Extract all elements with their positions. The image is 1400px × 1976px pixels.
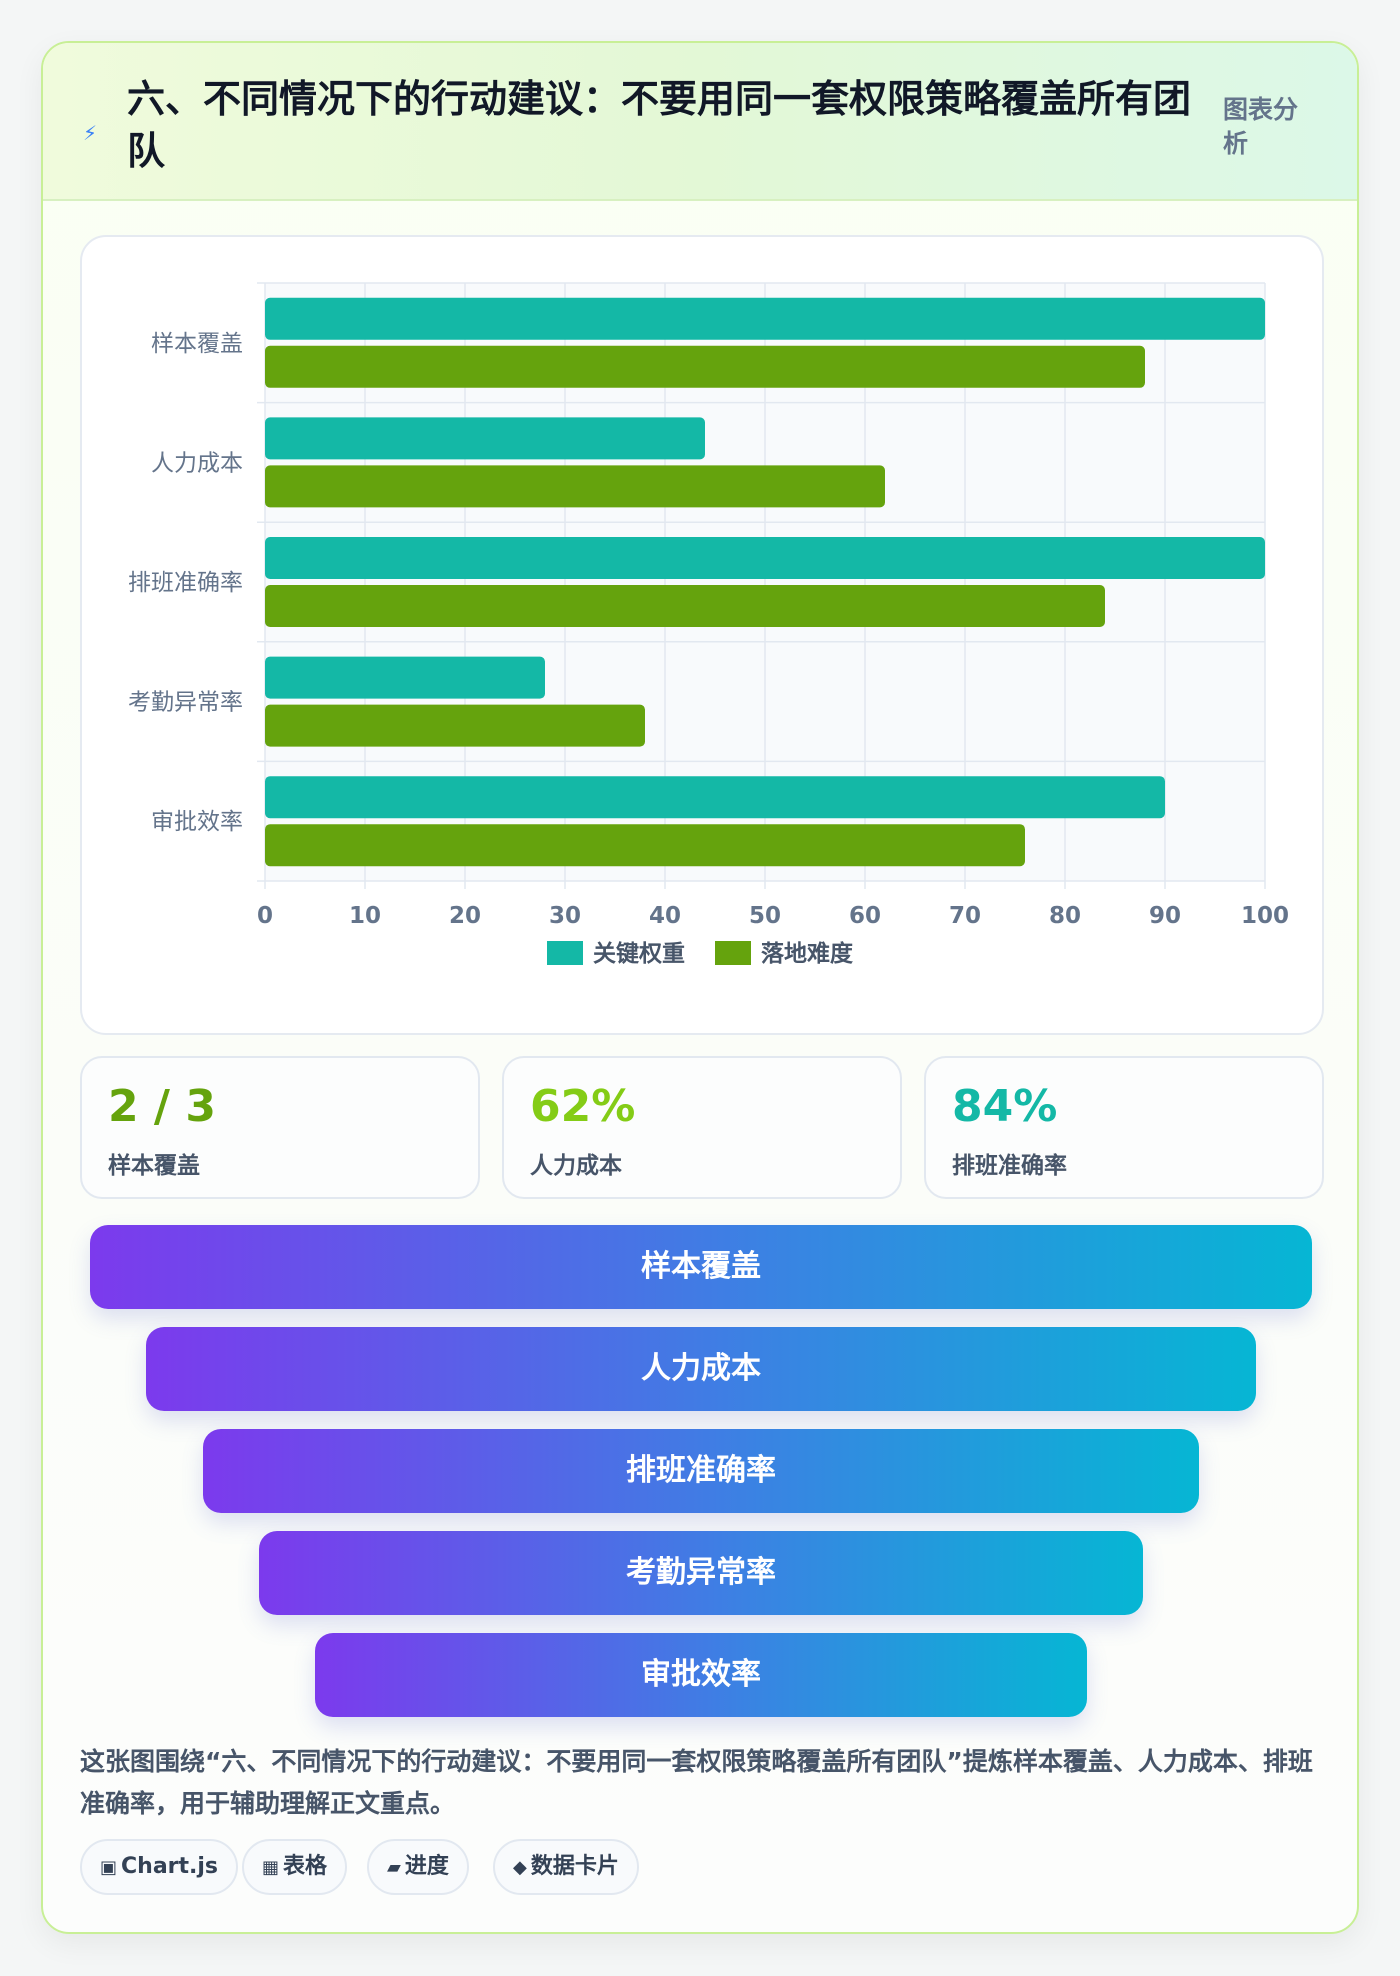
funnel-step-1: 样本覆盖 bbox=[90, 1225, 1312, 1309]
bar-difficulty bbox=[265, 345, 1145, 388]
chart-icon: ▣ bbox=[100, 1857, 118, 1878]
y-tick-label: 排班准确率 bbox=[128, 570, 243, 596]
x-tick-label: 60 bbox=[849, 903, 881, 929]
x-tick-label: 20 bbox=[449, 903, 481, 929]
pill-chartjs[interactable]: ▣ Chart.js bbox=[80, 1839, 239, 1895]
pill-label: 进度 bbox=[404, 1854, 449, 1879]
stat-card-coverage: 2 / 3 样本覆盖 bbox=[80, 1056, 480, 1199]
chart-description: 这张图围绕“六、不同情况下的行动建议：不要用同一套权限策略覆盖所有团队”提炼样本… bbox=[80, 1747, 1313, 1818]
bar-weight bbox=[265, 776, 1165, 819]
card-header: ⚡ 六、不同情况下的行动建议：不要用同一套权限策略覆盖所有团队 图表分析 bbox=[43, 43, 1357, 201]
x-tick-label: 70 bbox=[949, 903, 981, 929]
funnel-step-5: 审批效率 bbox=[315, 1633, 1087, 1717]
bar-weight bbox=[265, 417, 705, 460]
bolt-icon: ⚡ bbox=[83, 121, 98, 145]
stat-card-labor-cost: 62% 人力成本 bbox=[502, 1056, 902, 1199]
y-tick-label: 人力成本 bbox=[151, 450, 243, 476]
x-tick-label: 50 bbox=[749, 903, 781, 929]
table-icon: ▦ bbox=[262, 1857, 280, 1878]
x-tick-label: 100 bbox=[1241, 903, 1289, 929]
chart-analysis-tag: 图表分析 bbox=[1223, 95, 1299, 158]
bar-weight bbox=[265, 656, 545, 699]
chart-panel: 样本覆盖人力成本排班准确率考勤异常率审批效率 0 10 20 30 40 50 60 70 80 9… bbox=[80, 235, 1324, 1035]
bar-difficulty bbox=[265, 465, 885, 508]
bar-weight bbox=[265, 537, 1265, 579]
pill-table[interactable]: ▦ 表格 bbox=[242, 1839, 348, 1895]
bar-difficulty bbox=[265, 585, 1105, 627]
stat-card-schedule-accuracy: 84% 排班准确率 bbox=[924, 1056, 1324, 1199]
y-tick-label: 审批效率 bbox=[151, 809, 243, 835]
pill-label: 表格 bbox=[283, 1854, 328, 1879]
x-tick-label: 0 bbox=[257, 903, 273, 929]
stat-value: 2 / 3 bbox=[108, 1081, 216, 1132]
y-tick-label: 考勤异常率 bbox=[128, 690, 243, 716]
bar-difficulty bbox=[265, 704, 645, 747]
progress-icon: ▰ bbox=[387, 1857, 401, 1878]
x-tick-label: 30 bbox=[549, 903, 581, 929]
x-tick-label: 80 bbox=[1049, 903, 1081, 929]
stat-value: 62% bbox=[530, 1081, 636, 1132]
y-tick-label: 样本覆盖 bbox=[151, 331, 243, 357]
stat-value: 84% bbox=[952, 1081, 1058, 1132]
x-tick-label: 40 bbox=[649, 903, 681, 929]
stat-label: 排班准确率 bbox=[952, 1153, 1067, 1179]
funnel-step-2: 人力成本 bbox=[146, 1327, 1256, 1411]
pill-label: 数据卡片 bbox=[530, 1854, 619, 1879]
legend-swatch-1 bbox=[715, 941, 751, 965]
x-tick-label: 90 bbox=[1149, 903, 1181, 929]
diamond-icon: ◆ bbox=[513, 1857, 527, 1878]
funnel-step-3: 排班准确率 bbox=[203, 1429, 1199, 1513]
legend-label-0: 关键权重 bbox=[593, 940, 685, 967]
pill-data-card[interactable]: ◆ 数据卡片 bbox=[493, 1839, 639, 1895]
x-tick-label: 10 bbox=[349, 903, 381, 929]
stat-label: 人力成本 bbox=[530, 1153, 622, 1179]
pill-progress[interactable]: ▰ 进度 bbox=[367, 1839, 469, 1895]
page-title: 六、不同情况下的行动建议：不要用同一套权限策略覆盖所有团队 bbox=[127, 77, 1192, 173]
legend-label-1: 落地难度 bbox=[761, 940, 854, 967]
funnel-step-4: 考勤异常率 bbox=[259, 1531, 1143, 1615]
bar-difficulty bbox=[265, 824, 1025, 867]
bar-weight bbox=[265, 297, 1265, 340]
chart-card: ⚡ 六、不同情况下的行动建议：不要用同一套权限策略覆盖所有团队 图表分析 样本覆… bbox=[41, 41, 1359, 1934]
legend-swatch-0 bbox=[547, 941, 583, 965]
stat-label: 样本覆盖 bbox=[108, 1153, 200, 1179]
pill-label: Chart.js bbox=[121, 1854, 219, 1879]
